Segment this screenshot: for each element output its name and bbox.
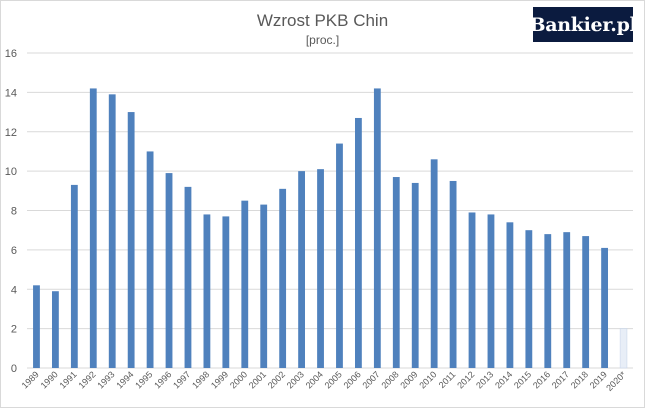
bar-2004	[317, 169, 324, 368]
x-tick-label: 2004	[304, 369, 325, 390]
bar-1990	[51, 291, 59, 368]
bar-1995	[146, 151, 154, 368]
bar-2000	[241, 200, 249, 368]
bar-2010	[430, 159, 438, 368]
bar-2005	[336, 143, 343, 368]
x-tick-label: 2001	[247, 369, 268, 390]
x-tick-label: 1993	[95, 369, 116, 390]
bar-2008	[392, 177, 400, 368]
y-tick-label: 12	[5, 127, 17, 139]
x-tick-label: 1990	[39, 369, 60, 390]
x-tick-label: 1995	[133, 369, 154, 390]
y-tick-label: 4	[11, 284, 17, 296]
bar-1998	[203, 214, 211, 368]
x-tick-label: 2011	[437, 369, 458, 390]
x-tick-label: 2012	[455, 369, 476, 390]
bar-1993	[108, 94, 116, 368]
y-tick-label: 16	[5, 48, 17, 60]
y-tick-label: 14	[5, 87, 17, 99]
x-tick-label: 2009	[398, 369, 419, 390]
bankier-logo: Bankier.pl	[529, 7, 637, 42]
x-tick-label: 1989	[20, 369, 41, 390]
bar-2001	[260, 204, 268, 368]
y-tick-label: 0	[11, 363, 17, 375]
x-tick-label: 2007	[361, 369, 382, 390]
bar-2020-forecast	[619, 328, 628, 369]
x-tick-label: 1996	[152, 369, 173, 390]
y-tick-label: 2	[11, 324, 17, 336]
x-tick-label: 2013	[474, 369, 495, 390]
x-tick-label: 2018	[569, 369, 590, 390]
bar-1991	[70, 184, 78, 368]
bar-2011	[449, 180, 457, 368]
bar-2018	[582, 236, 590, 368]
bar-2016	[544, 234, 552, 368]
x-tick-label: 1994	[114, 369, 135, 390]
x-tick-label: 1999	[209, 369, 230, 390]
bar-1999	[222, 216, 230, 368]
x-tick-label: 1998	[190, 369, 211, 390]
logo-text: Bankier.pl	[529, 13, 637, 36]
x-tick-label: 1997	[171, 369, 192, 390]
x-tick-label: 1991	[58, 369, 79, 390]
x-tick-label: 2020*	[604, 369, 628, 393]
x-tick-label: 2003	[285, 369, 306, 390]
x-tick-label: 2005	[323, 369, 344, 390]
bar-2013	[487, 214, 495, 368]
x-tick-label: 2017	[550, 369, 571, 390]
x-tick-label: 2002	[266, 369, 287, 390]
chart-subtitle: [proc.]	[305, 33, 340, 47]
bar-2006	[354, 117, 362, 368]
bar-2002	[279, 188, 287, 368]
bar-2012	[468, 212, 476, 368]
y-tick-label: 10	[5, 166, 17, 178]
bar-1997	[184, 186, 192, 368]
x-tick-label: 2000	[228, 369, 249, 390]
x-tick-label: 2008	[379, 369, 400, 390]
bar-2017	[563, 232, 571, 368]
bar-1994	[127, 112, 135, 368]
x-tick-label: 2016	[531, 369, 552, 390]
bar-2019	[601, 247, 609, 368]
x-tick-label: 1992	[76, 369, 97, 390]
bar-2007	[373, 88, 381, 368]
y-tick-label: 8	[11, 206, 17, 218]
bar-2015	[525, 230, 533, 368]
x-tick-label: 2014	[493, 369, 514, 390]
chart-title: Wzrost PKB Chin	[256, 11, 389, 30]
bar-1989	[33, 285, 40, 368]
x-tick-label: 2015	[512, 369, 533, 390]
bar-2014	[506, 222, 514, 368]
x-tick-label: 2006	[342, 369, 363, 390]
bar-1996	[165, 173, 173, 368]
x-tick-label: 2010	[417, 369, 438, 390]
y-tick-label: 6	[11, 245, 17, 257]
bar-1992	[89, 88, 97, 368]
bar-2009	[411, 182, 419, 368]
bar-2003	[298, 171, 306, 368]
